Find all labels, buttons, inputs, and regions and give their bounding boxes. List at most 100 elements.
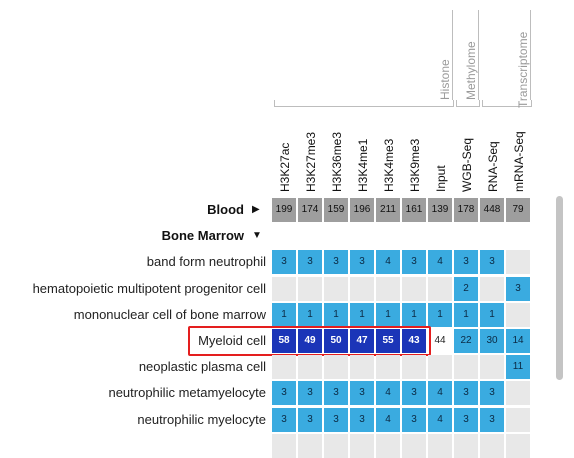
matrix-cell	[402, 224, 426, 249]
matrix-cell[interactable]: 3	[454, 407, 478, 432]
matrix-cell[interactable]: 448	[480, 198, 504, 222]
matrix-cell[interactable]: 3	[350, 407, 374, 432]
matrix-cell[interactable]: 3	[480, 250, 504, 275]
row-label[interactable]: Blood	[207, 202, 244, 217]
matrix-cell[interactable]: 1	[350, 302, 374, 327]
matrix-cell	[376, 224, 400, 249]
matrix-cell[interactable]: 3	[480, 407, 504, 432]
matrix-cell	[272, 224, 296, 249]
matrix-cell[interactable]: 161	[402, 198, 426, 222]
matrix-cell[interactable]: 4	[428, 250, 452, 275]
group-bracket	[482, 100, 532, 107]
matrix-cell	[324, 433, 348, 458]
matrix-cell[interactable]: 1	[298, 302, 322, 327]
matrix-cell[interactable]: 4	[376, 250, 400, 275]
matrix-cell[interactable]: 3	[402, 381, 426, 406]
matrix-cell[interactable]: 199	[272, 198, 296, 222]
matrix-cell[interactable]: 1	[272, 302, 296, 327]
matrix-cell[interactable]: 2	[454, 276, 478, 301]
matrix-cell[interactable]: 4	[376, 407, 400, 432]
matrix-cell[interactable]: 3	[298, 381, 322, 406]
matrix-cell[interactable]: 139	[428, 198, 452, 222]
column-header-rna-seq[interactable]: RNA-Seq	[486, 141, 500, 192]
matrix-cell[interactable]: 174	[298, 198, 322, 222]
matrix-cell	[480, 355, 504, 380]
matrix-cell[interactable]: 3	[480, 381, 504, 406]
matrix-cell[interactable]: 3	[402, 407, 426, 432]
matrix-cell[interactable]: 11	[506, 355, 530, 380]
matrix-cell	[402, 355, 426, 380]
group-bracket-stem	[530, 10, 531, 100]
matrix-cell[interactable]: 58	[272, 329, 296, 353]
column-header-wgb-seq[interactable]: WGB-Seq	[460, 137, 474, 192]
matrix-cell[interactable]: 1	[324, 302, 348, 327]
matrix-cell[interactable]: 3	[324, 250, 348, 275]
matrix-cell[interactable]: 14	[506, 329, 530, 353]
matrix-cell[interactable]: 50	[324, 329, 348, 353]
matrix-cell[interactable]: 3	[324, 407, 348, 432]
group-label-1: Methylome	[464, 41, 478, 100]
matrix-cell	[454, 355, 478, 380]
collapse-arrow-icon[interactable]: ▼	[252, 230, 262, 242]
matrix-cell	[376, 276, 400, 301]
matrix-cell	[350, 355, 374, 380]
matrix-cell[interactable]: 3	[350, 381, 374, 406]
group-bracket	[274, 100, 454, 107]
matrix-cell	[402, 433, 426, 458]
matrix-cell[interactable]: 4	[376, 381, 400, 406]
matrix-cell[interactable]: 55	[376, 329, 400, 353]
row-label[interactable]: Bone Marrow	[161, 228, 244, 244]
matrix-cell[interactable]: 43	[402, 329, 426, 353]
matrix-cell	[298, 355, 322, 380]
column-header-h3k9me3[interactable]: H3K9me3	[408, 138, 422, 192]
group-bracket-stem	[452, 10, 453, 100]
matrix-cell[interactable]: 211	[376, 198, 400, 222]
matrix-cell[interactable]: 3	[454, 381, 478, 406]
group-label-0: Histone	[438, 59, 452, 100]
matrix-cell	[272, 276, 296, 301]
matrix-cell[interactable]: 30	[480, 329, 504, 353]
matrix-cell	[480, 276, 504, 301]
column-header-h3k27ac[interactable]: H3K27ac	[278, 142, 292, 192]
matrix-cell[interactable]: 3	[402, 250, 426, 275]
matrix-cell[interactable]: 196	[350, 198, 374, 222]
row-label: Myeloid cell	[198, 333, 266, 348]
vertical-scrollbar[interactable]	[556, 196, 563, 380]
row-label: band form neutrophil	[146, 254, 266, 270]
matrix-cell[interactable]: 1	[376, 302, 400, 327]
column-header-h3k4me3[interactable]: H3K4me3	[382, 138, 396, 192]
matrix-cell[interactable]: 4	[428, 407, 452, 432]
matrix-cell	[428, 355, 452, 380]
matrix-cell[interactable]: 1	[480, 302, 504, 327]
matrix-cell[interactable]: 3	[298, 407, 322, 432]
matrix-cell[interactable]: 3	[272, 407, 296, 432]
matrix-cell[interactable]: 44	[428, 329, 452, 353]
matrix-cell[interactable]: 49	[298, 329, 322, 353]
matrix-cell	[376, 355, 400, 380]
matrix-cell[interactable]: 4	[428, 381, 452, 406]
matrix-cell[interactable]: 3	[272, 381, 296, 406]
matrix-cell[interactable]: 1	[454, 302, 478, 327]
matrix-cell	[324, 355, 348, 380]
matrix-cell[interactable]: 3	[298, 250, 322, 275]
matrix-cell[interactable]: 79	[506, 198, 530, 222]
column-header-input[interactable]: Input	[434, 165, 448, 192]
column-header-h3k27me3[interactable]: H3K27me3	[304, 131, 318, 192]
matrix-cell[interactable]: 47	[350, 329, 374, 353]
matrix-cell[interactable]: 178	[454, 198, 478, 222]
matrix-cell[interactable]: 159	[324, 198, 348, 222]
column-header-h3k4me1[interactable]: H3K4me1	[356, 138, 370, 192]
matrix-cell[interactable]: 1	[428, 302, 452, 327]
matrix-cell[interactable]: 3	[272, 250, 296, 275]
column-header-mrna-seq[interactable]: mRNA-Seq	[512, 131, 526, 192]
matrix-cell[interactable]: 1	[402, 302, 426, 327]
matrix-cell[interactable]: 3	[506, 276, 530, 301]
matrix-cell	[428, 224, 452, 249]
matrix-cell	[506, 302, 530, 327]
matrix-cell[interactable]: 22	[454, 329, 478, 353]
expand-arrow-icon[interactable]: ▶	[252, 204, 260, 215]
column-header-h3k36me3[interactable]: H3K36me3	[330, 131, 344, 192]
matrix-cell[interactable]: 3	[324, 381, 348, 406]
matrix-cell[interactable]: 3	[350, 250, 374, 275]
matrix-cell[interactable]: 3	[454, 250, 478, 275]
